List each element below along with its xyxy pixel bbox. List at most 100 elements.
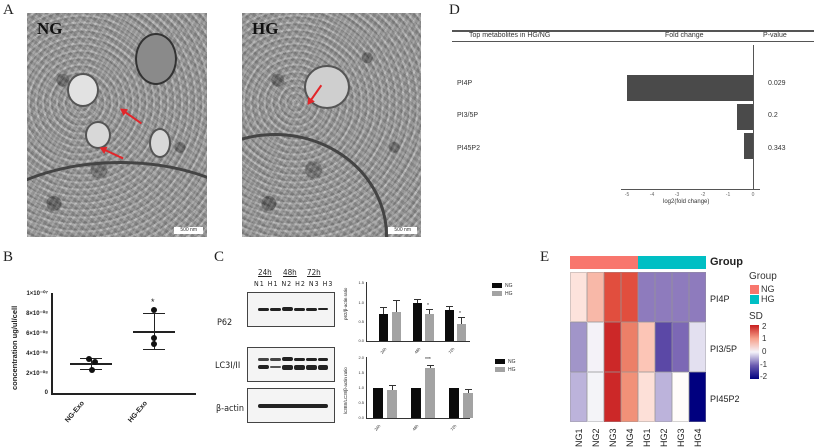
em-image-hg: HG 500 nm (242, 13, 421, 237)
data-point (151, 307, 157, 313)
heatmap-cell (638, 322, 655, 372)
heatmap-cell (570, 272, 587, 322)
y-tick: 6×10⁻⁰⁸ (26, 331, 48, 337)
heatmap-cell (655, 322, 672, 372)
heatmap-cell (638, 272, 655, 322)
y-tick: 0.0 (358, 338, 364, 343)
row-label-pi45p2: PI45P2 (710, 394, 740, 404)
metabolite-label: PI3/5P (457, 112, 479, 119)
legend-swatch-ng (492, 283, 502, 288)
heatmap-cell (604, 272, 621, 322)
panel-letter-e: E (540, 249, 550, 265)
bar-pi45p2 (744, 133, 753, 159)
p-value: 0.2 (768, 112, 778, 119)
bar-pi35p (737, 104, 753, 130)
em-label-hg: HG (252, 19, 279, 38)
bar-ng-48h (411, 388, 421, 418)
legend-group-title: Group (749, 271, 777, 282)
panel-letter-d: D (449, 2, 460, 18)
bar-pi4p (627, 75, 753, 101)
x-tick-hg-exo: HG-Exo (127, 400, 150, 425)
legend-label: HG (508, 367, 516, 373)
blot-beta-actin (247, 388, 335, 423)
x-tick: 0 (751, 192, 755, 198)
column-label: NG2 (591, 428, 601, 447)
blot-label-beta-actin: β-actin (216, 404, 245, 414)
error-bar (426, 309, 433, 314)
error-bar (393, 300, 400, 312)
zero-line (753, 45, 754, 190)
y-tick: 0 (44, 390, 48, 396)
significance-star: * (459, 311, 461, 317)
metabolite-label: PI4P (457, 80, 473, 87)
y-axis-label: lc3BII/LC3I/β-actin ratio (343, 367, 348, 414)
bar-ng-72h (445, 310, 454, 341)
error-bar (389, 385, 396, 390)
legend-label: HG (505, 291, 513, 297)
legend-scale-title: SD (749, 311, 763, 322)
x-axis (621, 189, 760, 190)
heatmap-cell (655, 372, 672, 422)
time-label-48h: 48h (283, 268, 297, 277)
header-fold-change: Fold change (665, 32, 704, 39)
heatmap-cell (672, 272, 689, 322)
sd-line-hg (154, 313, 155, 350)
error-bar (465, 389, 472, 393)
bar-ng-72h (449, 388, 459, 418)
bar-hg-24h (387, 390, 397, 418)
y-axis-label: p62/β-actin ratio (343, 287, 348, 320)
heatmap-cell (604, 372, 621, 422)
heatmap-cell (587, 372, 604, 422)
data-point (151, 341, 157, 347)
heatmap-cell (689, 272, 706, 322)
blot-label-lc3: LC3I/II (215, 361, 241, 371)
row-label-pi4p: PI4P (710, 294, 730, 304)
p-value: 0.029 (768, 80, 786, 87)
group-bar-ng (570, 256, 638, 269)
x-tick: 72h (449, 423, 458, 432)
x-tick: 48h (413, 346, 422, 355)
header-p-value: P-value (763, 32, 787, 39)
y-tick: 1.0 (358, 385, 364, 390)
error-bar (427, 365, 434, 368)
group-annotation-title: Group (710, 256, 743, 268)
legend-swatch-hg (750, 295, 759, 304)
error-bar (446, 306, 453, 310)
y-axis (366, 282, 367, 341)
lane-labels: N1 H1 N2 H2 N3 H3 (254, 280, 334, 288)
bar-hg-24h (392, 312, 401, 341)
panel-letter-b: B (3, 249, 14, 265)
data-point (89, 367, 95, 373)
panel-letter-a: A (3, 2, 14, 18)
scale-bar: 500 nm (388, 227, 417, 234)
bar-hg-72h (463, 393, 473, 418)
heatmap-cell (587, 272, 604, 322)
legend-swatch-hg (492, 291, 502, 296)
blot-lc3 (247, 347, 335, 382)
legend-label-ng: NG (761, 284, 775, 294)
blot-p62 (247, 292, 335, 327)
column-label: NG1 (574, 428, 584, 447)
x-tick-ng-exo: NG-Exo (64, 400, 87, 425)
time-label-24h: 24h (258, 268, 272, 277)
x-axis (366, 418, 470, 419)
column-label: HG1 (642, 428, 652, 447)
legend-label: NG (508, 359, 516, 365)
scale-tick: -1 (760, 360, 768, 369)
data-point (151, 335, 157, 341)
row-label-pi35p: PI3/5P (710, 344, 738, 354)
y-tick: 0.0 (358, 415, 364, 420)
x-tick: -2 (700, 192, 706, 198)
significance-star: *** (425, 357, 431, 363)
legend-swatch-ng (750, 285, 759, 294)
scale-tick: 1 (762, 334, 767, 343)
y-tick: 4×10⁻⁰⁸ (26, 351, 48, 357)
x-tick: -5 (624, 192, 630, 198)
column-label: HG4 (693, 428, 703, 447)
x-axis (51, 393, 196, 395)
heatmap-cell (604, 322, 621, 372)
bar-ng-24h (373, 388, 383, 418)
heatmap-cell (621, 272, 638, 322)
bar-hg-72h (457, 324, 466, 341)
x-tick: 72h (447, 346, 456, 355)
